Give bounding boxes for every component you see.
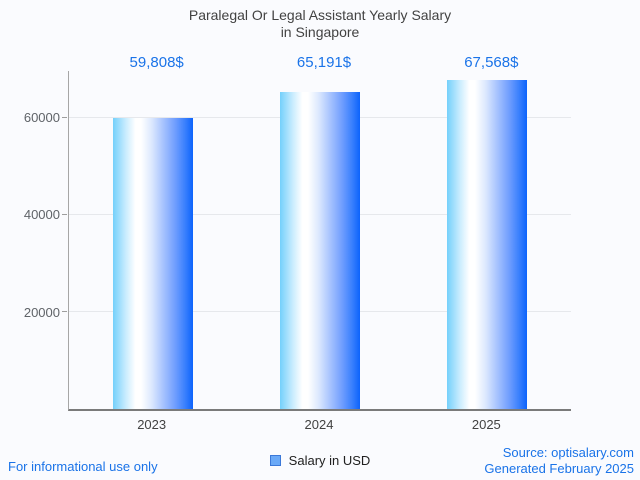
x-axis-label-2024: 2024 bbox=[304, 417, 334, 432]
y-axis-label-60000: 60000 bbox=[23, 110, 60, 126]
y-axis-label-20000: 20000 bbox=[23, 304, 60, 320]
value-label-2025: 67,568$ bbox=[464, 54, 519, 71]
y-axis-label-40000: 40000 bbox=[23, 207, 60, 223]
chart-title: Paralegal Or Legal Assistant Yearly Sala… bbox=[0, 7, 640, 41]
plot-area bbox=[68, 71, 571, 411]
chart-title-line1: Paralegal Or Legal Assistant Yearly Sala… bbox=[188, 7, 452, 23]
disclaimer-text: For informational use only bbox=[8, 459, 158, 474]
x-axis-label-2023: 2023 bbox=[137, 417, 167, 432]
bar-2023[interactable] bbox=[112, 118, 193, 409]
chart-title-line2: in Singapore bbox=[280, 24, 360, 40]
bar-2025[interactable] bbox=[447, 80, 528, 409]
value-label-2023: 59,808$ bbox=[129, 54, 184, 71]
bar-2024[interactable] bbox=[280, 91, 360, 409]
y-tick-mark bbox=[62, 213, 67, 215]
source-text: Source: optisalary.com bbox=[502, 445, 634, 460]
value-label-2024: 65,191$ bbox=[296, 54, 352, 71]
x-axis-label-2025: 2025 bbox=[471, 417, 501, 432]
legend: Salary in USD bbox=[0, 452, 640, 468]
y-tick-mark bbox=[62, 116, 67, 118]
y-tick-mark bbox=[62, 311, 67, 313]
source-block: Source: optisalary.com Generated Februar… bbox=[484, 445, 634, 477]
legend-marker-icon bbox=[269, 454, 281, 466]
legend-label: Salary in USD bbox=[288, 452, 371, 468]
generated-text: Generated February 2025 bbox=[484, 461, 634, 476]
